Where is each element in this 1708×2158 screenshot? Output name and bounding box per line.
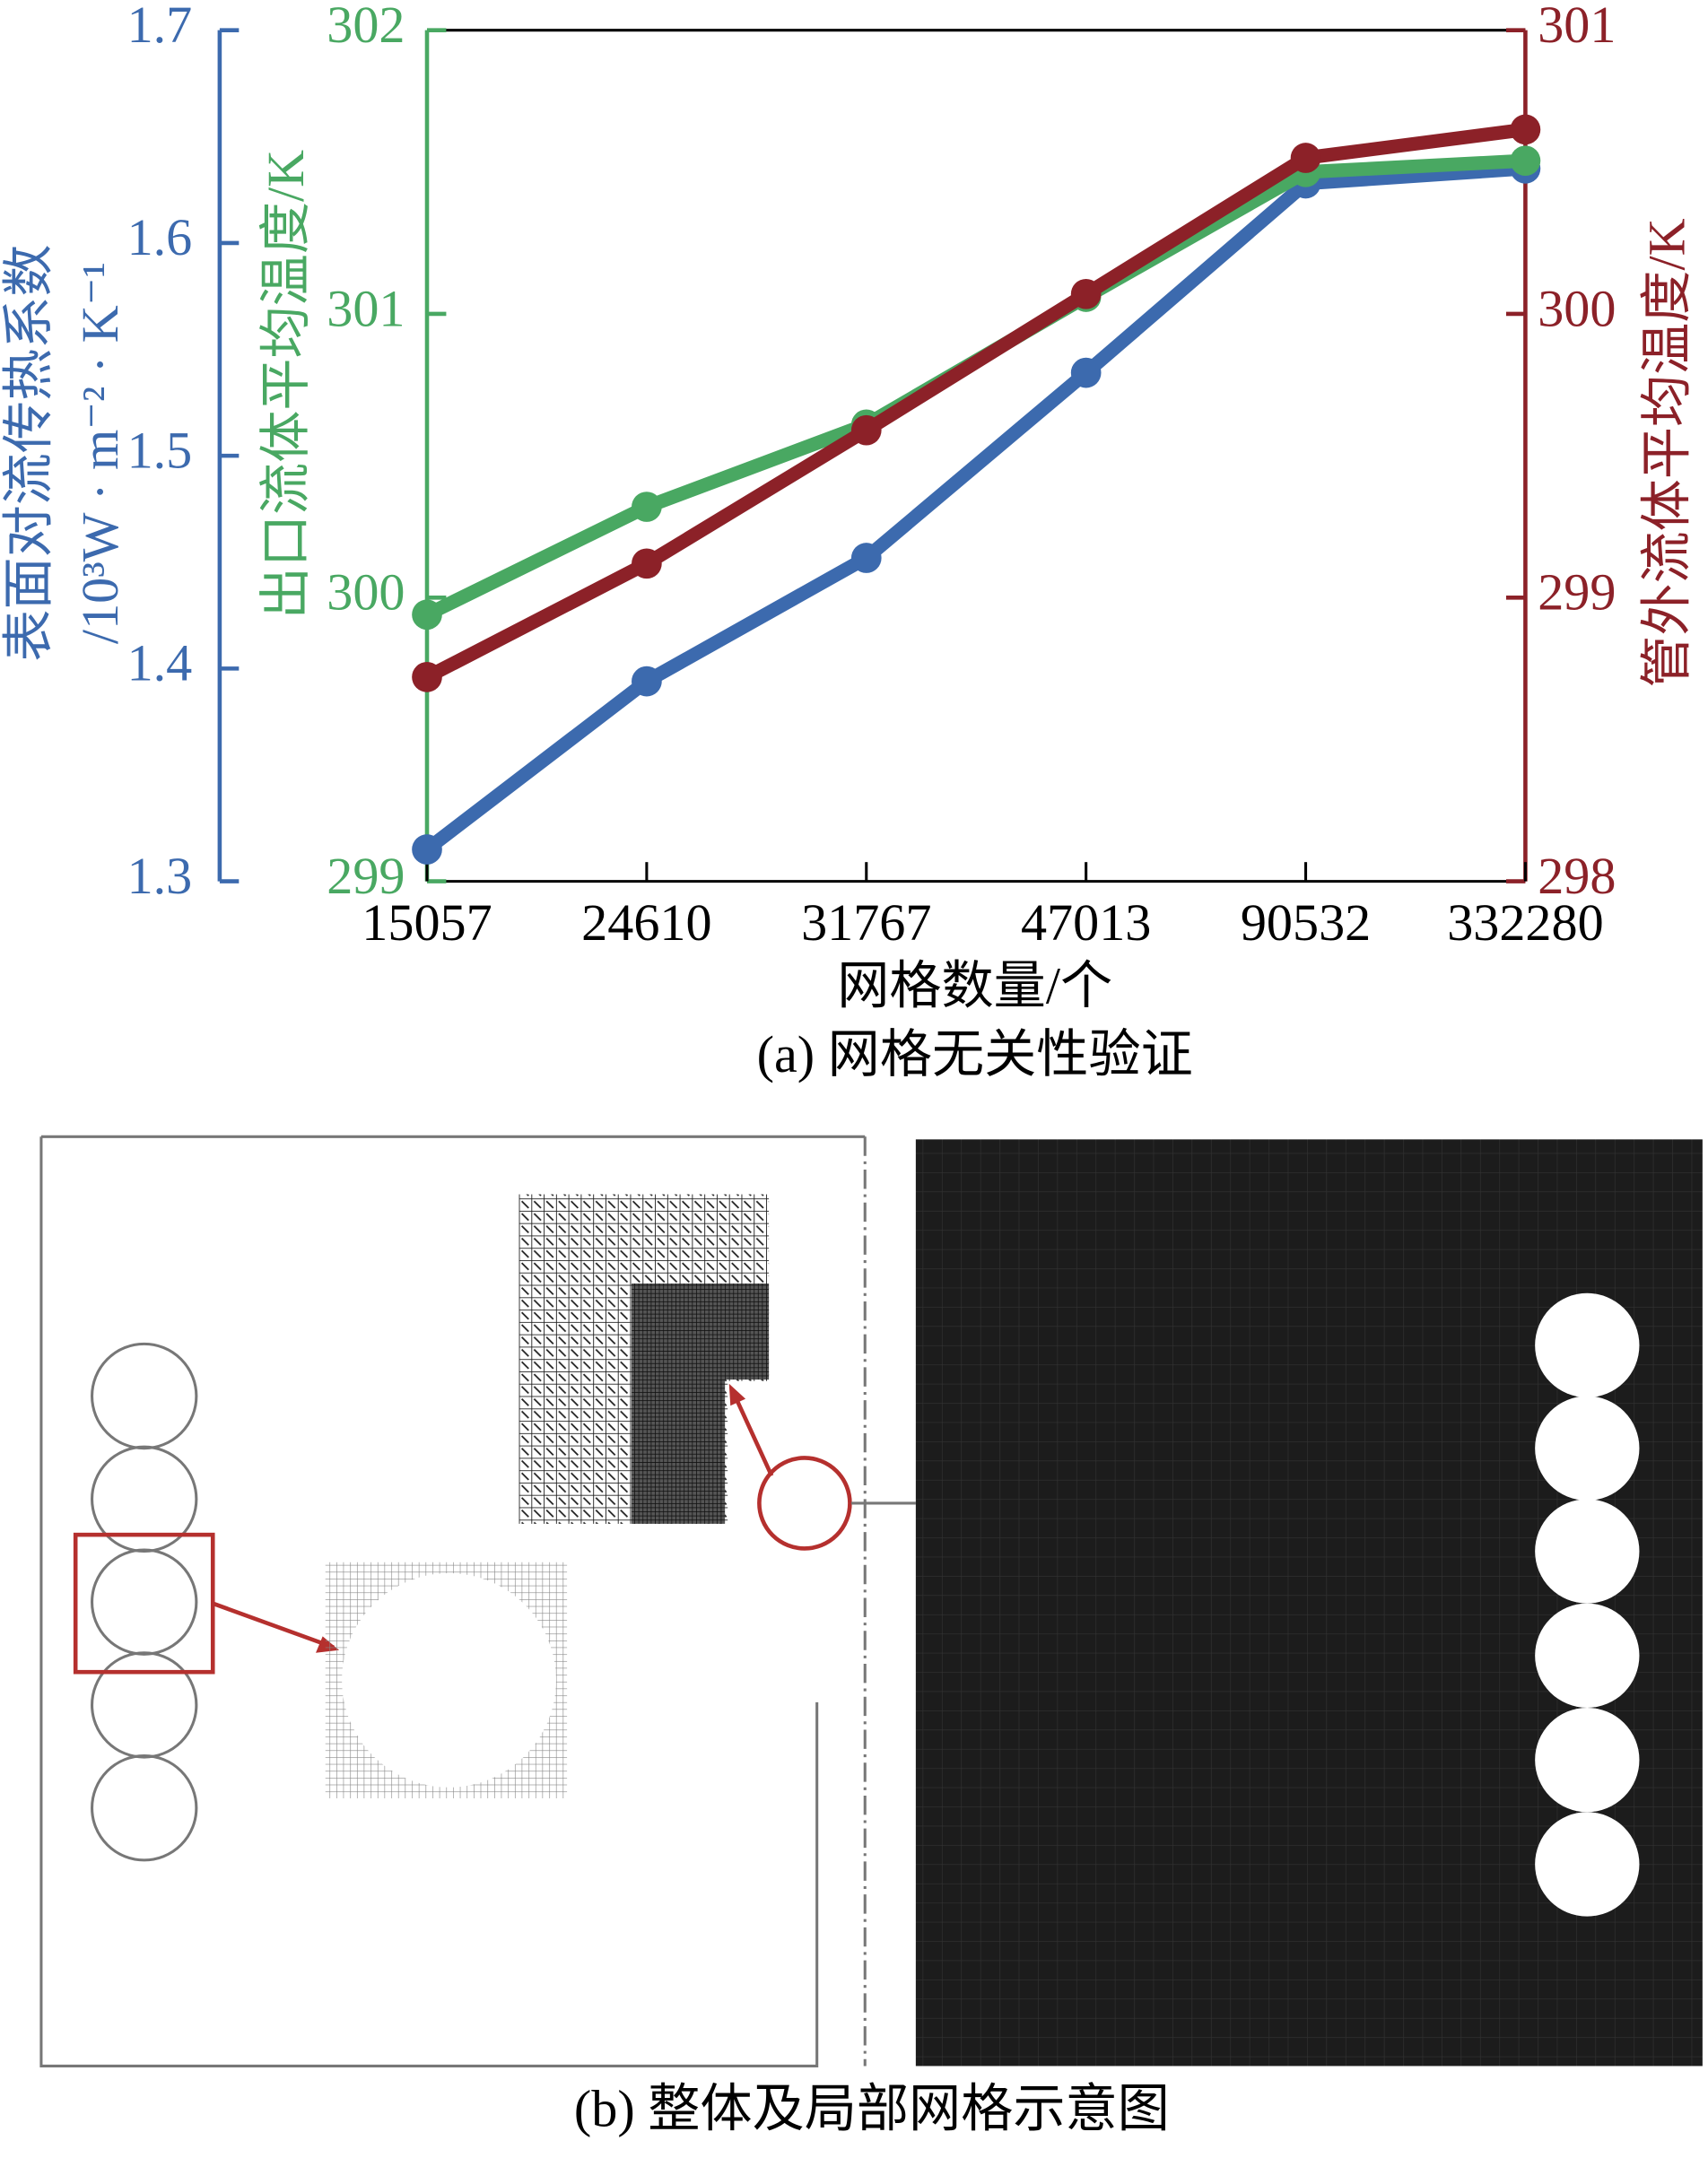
mesh-diagram: (b) 整体及局部网格示意图 — [39, 1135, 1703, 2137]
tubes — [91, 1342, 198, 1862]
y2-tick-label: 302 — [327, 0, 405, 54]
y-tick-label: 1.5 — [127, 421, 193, 479]
x-axis-label: 网格数量/个 — [837, 956, 1112, 1014]
x-tick-label: 47013 — [1021, 893, 1151, 952]
y-tick-label: 1.4 — [127, 634, 193, 692]
series-point — [1510, 145, 1541, 177]
caption: (b) 整体及局部网格示意图 — [574, 2079, 1170, 2137]
corner-mesh-dense — [632, 1283, 770, 1524]
y3-tick-label: 301 — [1538, 0, 1616, 54]
series-point — [850, 543, 882, 573]
x-tick-label: 15057 — [362, 893, 492, 952]
y-axis-label: 表面对流传热系数 — [0, 244, 58, 661]
y-tick-label: 1.6 — [127, 208, 193, 266]
series-point — [412, 834, 442, 865]
corner-blank — [728, 1380, 772, 1527]
domain-outline — [39, 1135, 866, 2067]
y2-tick-label: 299 — [327, 847, 405, 905]
y3-tick-label: 299 — [1538, 563, 1616, 622]
series-point — [1070, 357, 1102, 388]
y-tick-label: 1.3 — [127, 847, 193, 905]
x-tick-label: 90532 — [1241, 893, 1371, 952]
caption: (a) 网格无关性验证 — [757, 1025, 1193, 1083]
y-axis-label: /10³W · m⁻² · K⁻¹ — [71, 262, 129, 644]
x-tick-label: 332280 — [1447, 893, 1603, 952]
series-point — [632, 548, 662, 579]
series-point — [412, 599, 442, 631]
y3-tick-label: 298 — [1538, 847, 1616, 905]
series-point — [632, 666, 662, 697]
series-point — [1070, 279, 1102, 309]
series-point — [850, 414, 882, 446]
x-tick-label: 31767 — [801, 893, 931, 952]
arrow-head — [728, 1383, 746, 1406]
tube-zoom — [342, 1572, 556, 1788]
series-point — [1510, 114, 1541, 145]
y2-tick-label: 300 — [327, 563, 405, 622]
chart: 网格数量/个 (a) 网格无关性验证 1.3 1.4 1.5 1.6 1.7 299 300… — [0, 0, 1696, 1083]
y3-tick-label: 300 — [1538, 279, 1616, 337]
series-point — [632, 492, 662, 522]
y2-axis-label: 出口流体平均温度/K — [257, 150, 315, 619]
zoom-circle — [757, 1456, 852, 1551]
y-tick-label: 1.7 — [127, 0, 193, 54]
series-line — [423, 153, 1526, 622]
x-tick-label: 24610 — [581, 893, 711, 952]
y3-axis-label: 管外流体平均温度/K — [1638, 218, 1696, 687]
y2-tick-label: 301 — [327, 279, 405, 337]
series-line — [423, 122, 1527, 683]
series-point — [1290, 143, 1321, 173]
mesh-tubes — [1535, 1292, 1640, 1917]
series-line — [423, 161, 1526, 856]
arrow — [212, 1601, 335, 1649]
series-point — [412, 662, 442, 692]
arrow — [731, 1391, 774, 1477]
